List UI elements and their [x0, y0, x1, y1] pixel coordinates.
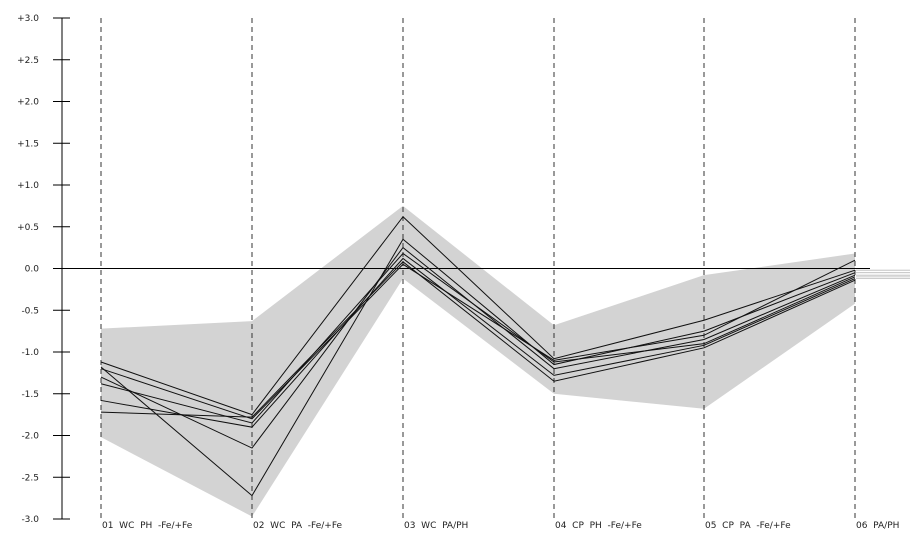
y-tick-label: +1.0 [17, 181, 39, 191]
series-line-1 [100, 215, 856, 416]
category-labels: 01 WC PH -Fe/+Fe 02 WC PA -Fe/+Fe 03 WC PA… [102, 521, 899, 531]
category-label-1: 01 WC PH -Fe/+Fe [102, 521, 193, 531]
series-line-2 [100, 238, 856, 497]
y-tick-label: +3.0 [17, 14, 39, 24]
y-tick-label: -3.0 [21, 515, 39, 525]
y-tick-label: -2.5 [21, 473, 39, 483]
y-tick-label: +2.5 [17, 56, 39, 66]
y-tick-label: +1.5 [17, 139, 39, 149]
y-tick-label: 0.0 [25, 265, 40, 275]
y-tick-label: -1.5 [21, 390, 39, 400]
series-line-6 [100, 261, 856, 418]
y-axis: +3.0 +2.5 +2.0 +1.5 +1.0 +0.5 0.0 -0.5 -1.0 -1.5 -… [17, 14, 70, 525]
y-tick-label: -2.0 [21, 432, 39, 442]
category-label-6: 06 PA/PH [856, 521, 899, 531]
series-lines [100, 215, 856, 497]
y-tick-label: +2.0 [17, 98, 39, 108]
range-band-area [101, 205, 855, 517]
category-label-2: 02 WC PA -Fe/+Fe [253, 521, 343, 531]
category-label-5: 05 CP PA -Fe/+Fe [705, 521, 791, 531]
y-tick-label: +0.5 [17, 223, 39, 233]
series-line-7 [100, 259, 856, 420]
zero-line [62, 268, 910, 279]
series-line-5 [100, 257, 856, 428]
range-band [101, 205, 855, 517]
category-label-3: 03 WC PA/PH [404, 521, 468, 531]
y-tick-label: -0.5 [21, 306, 39, 316]
category-guides [100, 18, 856, 519]
category-label-4: 04 CP PH -Fe/+Fe [555, 521, 642, 531]
y-tick-label: -1.0 [21, 348, 39, 358]
